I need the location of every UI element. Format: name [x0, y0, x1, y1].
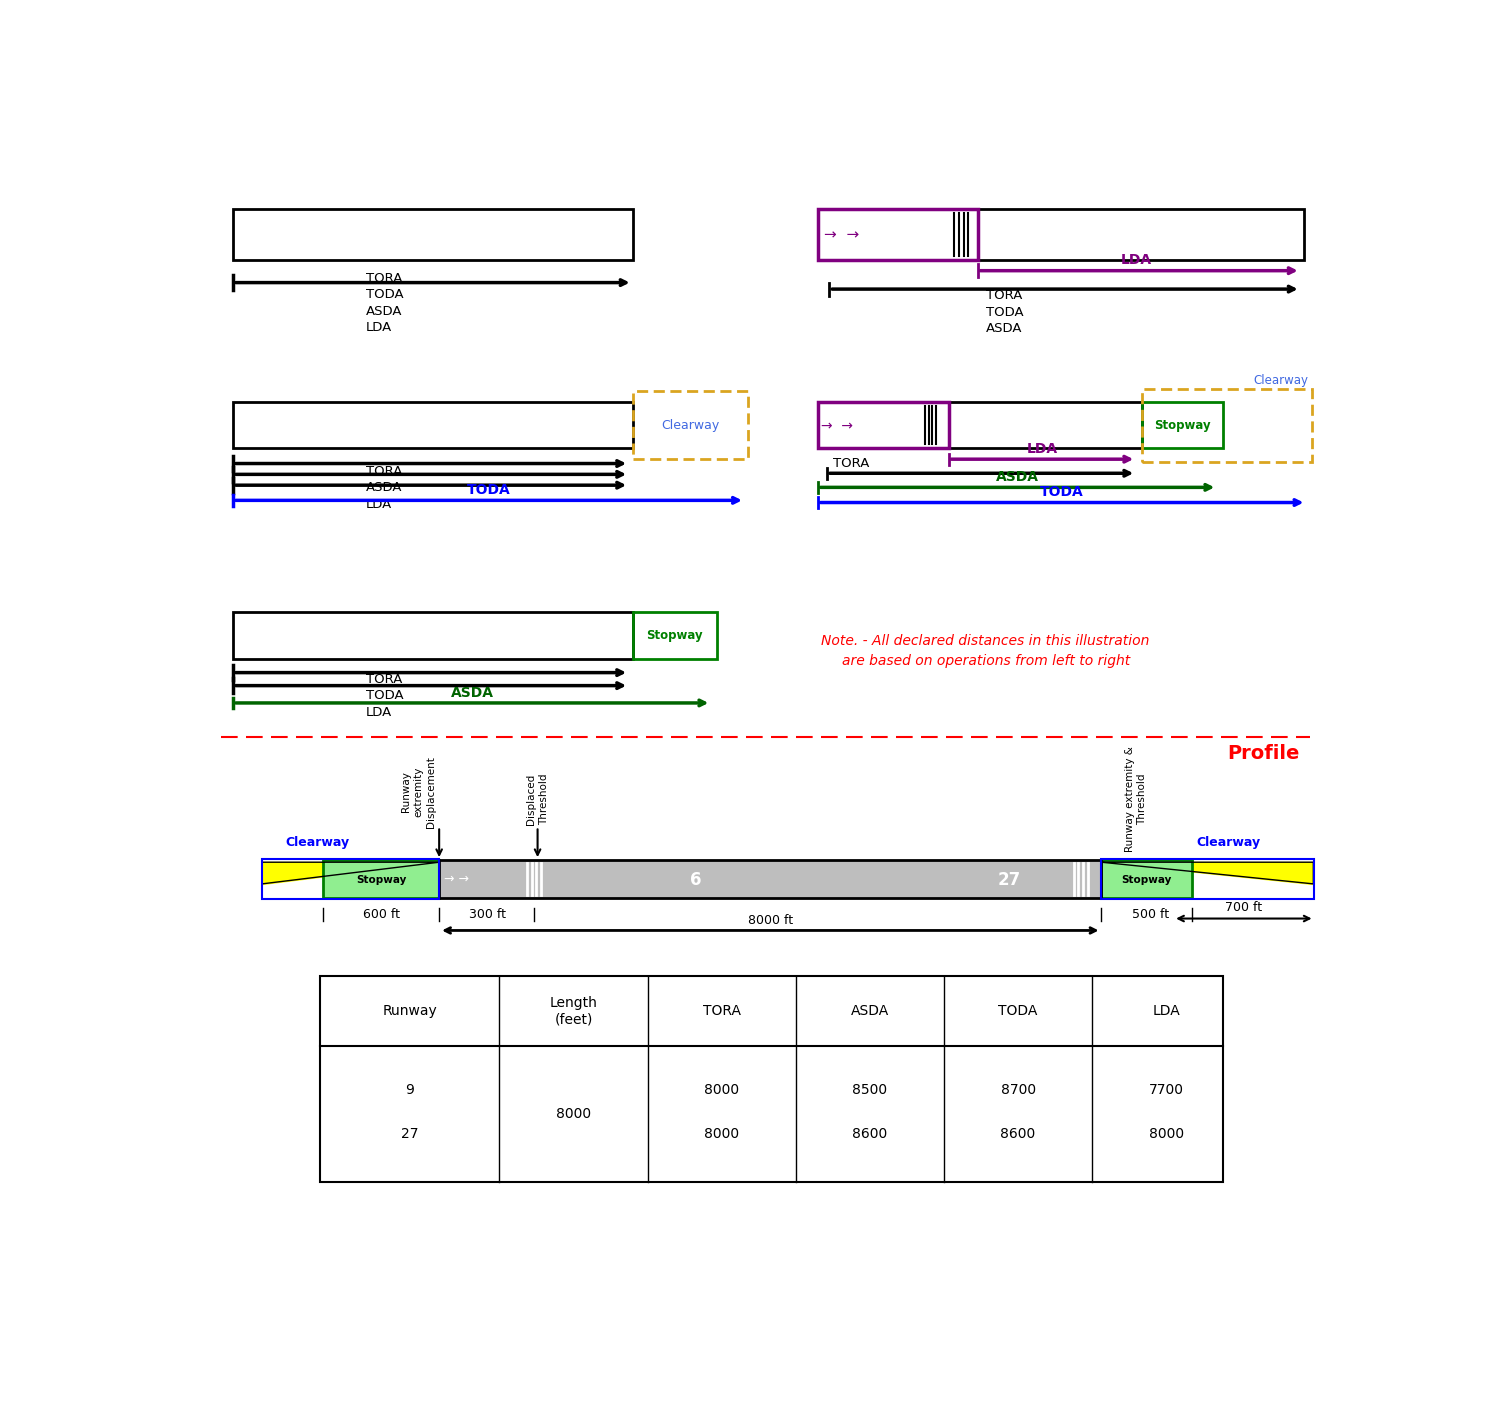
Bar: [632, 612, 717, 658]
Text: 9: 9: [405, 1083, 414, 1097]
Text: Stopway: Stopway: [1122, 875, 1171, 885]
Bar: [233, 208, 632, 260]
Text: TODA: TODA: [468, 483, 511, 497]
Bar: [439, 860, 1101, 898]
Text: 600 ft: 600 ft: [363, 908, 400, 920]
Text: TORA
ASDA
LDA: TORA ASDA LDA: [366, 464, 403, 511]
Bar: [632, 391, 748, 459]
Text: →  →: → →: [823, 228, 868, 242]
Polygon shape: [1101, 862, 1313, 884]
Bar: [233, 402, 632, 449]
Text: Stopway: Stopway: [647, 629, 704, 642]
Text: Stopway: Stopway: [356, 875, 406, 885]
Text: ASDA: ASDA: [850, 1005, 889, 1019]
Text: 8000 ft: 8000 ft: [747, 915, 793, 927]
Text: 27: 27: [996, 871, 1020, 889]
Text: LDA: LDA: [1026, 442, 1058, 456]
Text: Displaced
Threshold: Displaced Threshold: [526, 774, 548, 825]
Text: LDA: LDA: [1152, 1005, 1180, 1019]
Text: 6: 6: [690, 871, 702, 889]
Text: 8000: 8000: [556, 1107, 592, 1121]
Text: TORA
TODA
ASDA
LDA: TORA TODA ASDA LDA: [366, 272, 403, 335]
Text: 8500: 8500: [852, 1083, 887, 1097]
Text: TODA: TODA: [1040, 485, 1085, 499]
Text: Clearway: Clearway: [662, 418, 720, 432]
Bar: [817, 208, 977, 260]
Text: TORA: TORA: [702, 1005, 741, 1019]
Text: Note. - All declared distances in this illustration
are based on operations from: Note. - All declared distances in this i…: [822, 635, 1150, 668]
Bar: [817, 208, 1304, 260]
Text: 27: 27: [400, 1127, 418, 1141]
Text: TORA: TORA: [832, 457, 870, 470]
Bar: [817, 402, 1141, 449]
Text: Stopway: Stopway: [1155, 418, 1210, 432]
Text: 8700: 8700: [1001, 1083, 1035, 1097]
Text: 7700: 7700: [1149, 1083, 1183, 1097]
Text: 300 ft: 300 ft: [469, 908, 506, 920]
Bar: [1101, 860, 1192, 898]
Text: Runway
extremity
Displacement: Runway extremity Displacement: [400, 756, 436, 827]
Text: 8000: 8000: [1149, 1127, 1183, 1141]
Text: 8000: 8000: [704, 1127, 740, 1141]
Text: Profile: Profile: [1228, 744, 1300, 764]
Text: Length
(feet): Length (feet): [550, 996, 598, 1026]
Text: TODA: TODA: [998, 1005, 1038, 1019]
Bar: [233, 612, 632, 658]
Text: 700 ft: 700 ft: [1225, 902, 1262, 915]
Bar: [261, 858, 439, 899]
Text: TORA
TODA
ASDA: TORA TODA ASDA: [986, 288, 1023, 335]
Text: → →: → →: [444, 874, 477, 886]
Bar: [323, 860, 439, 898]
Text: 8600: 8600: [852, 1127, 887, 1141]
Bar: [1141, 388, 1312, 463]
Bar: [1141, 402, 1224, 449]
Text: ASDA: ASDA: [996, 470, 1038, 484]
Text: ASDA: ASDA: [451, 685, 493, 699]
Text: Runway extremity &
Threshold: Runway extremity & Threshold: [1125, 747, 1147, 853]
Text: Clearway: Clearway: [1197, 836, 1261, 850]
Polygon shape: [261, 862, 439, 884]
Text: Clearway: Clearway: [1253, 374, 1309, 387]
Bar: [1101, 858, 1315, 899]
Text: Clearway: Clearway: [285, 836, 350, 850]
Text: 8600: 8600: [1001, 1127, 1035, 1141]
Text: TORA
TODA
LDA: TORA TODA LDA: [366, 673, 403, 719]
Text: →  →: → →: [822, 419, 862, 432]
Bar: [320, 976, 1224, 1182]
Text: 8000: 8000: [704, 1083, 740, 1097]
Bar: [817, 402, 949, 449]
Text: Runway: Runway: [382, 1005, 438, 1019]
Text: LDA: LDA: [1120, 253, 1152, 267]
Text: 500 ft: 500 ft: [1131, 908, 1168, 920]
